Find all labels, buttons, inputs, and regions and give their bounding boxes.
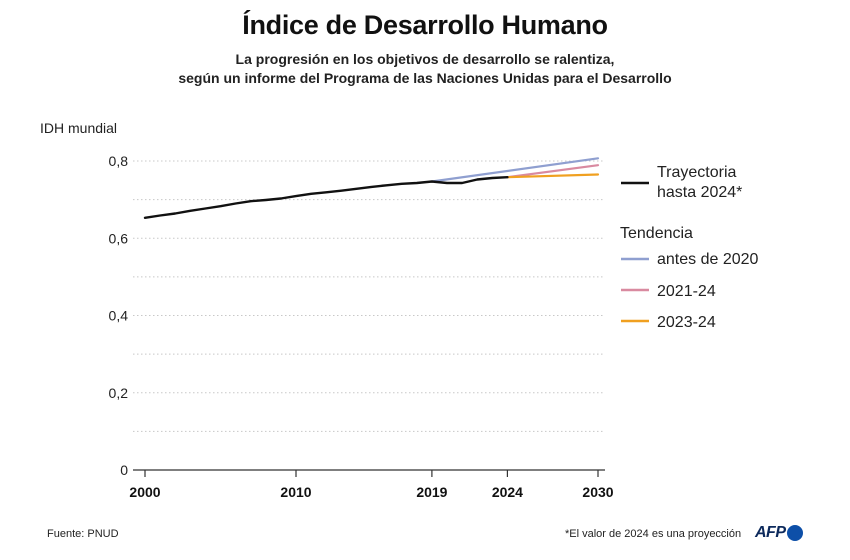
footnote: *El valor de 2024 es una proyección (565, 528, 742, 540)
x-axis: 2000 2010 2019 2024 2030 (129, 469, 614, 500)
series-line-trayectoria-hasta-2024 (143, 175, 509, 220)
x-tick-label: 2000 (129, 484, 160, 500)
y-tick-label: 0,4 (109, 308, 129, 324)
y-axis-title: IDH mundial (40, 120, 117, 136)
y-tick-label: 0,6 (109, 230, 129, 246)
afp-logo-dot-icon (786, 525, 803, 541)
subtitle-line-1: La progresión en los objetivos de desarr… (235, 51, 615, 67)
legend-group-title: Tendencia (620, 225, 693, 242)
y-tick-label: 0 (120, 462, 128, 478)
legend-label: 2021-24 (657, 283, 716, 300)
series-lines (143, 157, 600, 220)
x-tick-label: 2030 (582, 484, 613, 500)
series-line-2023-24 (506, 173, 600, 179)
chart-subtitle: La progresión en los objetivos de desarr… (0, 50, 850, 88)
afp-logo: AFP (755, 522, 803, 544)
legend: Tendencia Trayectoria hasta 2024* antes de… (620, 164, 759, 331)
series-line-2021-24 (506, 164, 600, 179)
y-axis-ticks: 0 0,2 0,4 0,6 0,8 (109, 153, 129, 478)
chart-title: Índice de Desarrollo Humano (242, 10, 608, 40)
x-tick-label: 2024 (492, 484, 523, 500)
grid-lines (133, 160, 605, 432)
afp-logo-text: AFP (755, 524, 786, 541)
x-tick-label: 2010 (280, 484, 311, 500)
legend-label: 2023-24 (657, 314, 716, 331)
x-tick-label: 2019 (416, 484, 447, 500)
legend-label: Trayectoria (657, 164, 737, 181)
legend-label: hasta 2024* (657, 184, 742, 201)
source-note: Fuente: PNUD (47, 528, 119, 540)
subtitle-line-2: según un informe del Programa de las Nac… (178, 70, 672, 86)
y-tick-label: 0,8 (109, 153, 129, 169)
y-tick-label: 0,2 (109, 385, 129, 401)
legend-label: antes de 2020 (657, 251, 759, 268)
series-line-antes-de-2020 (430, 157, 600, 183)
